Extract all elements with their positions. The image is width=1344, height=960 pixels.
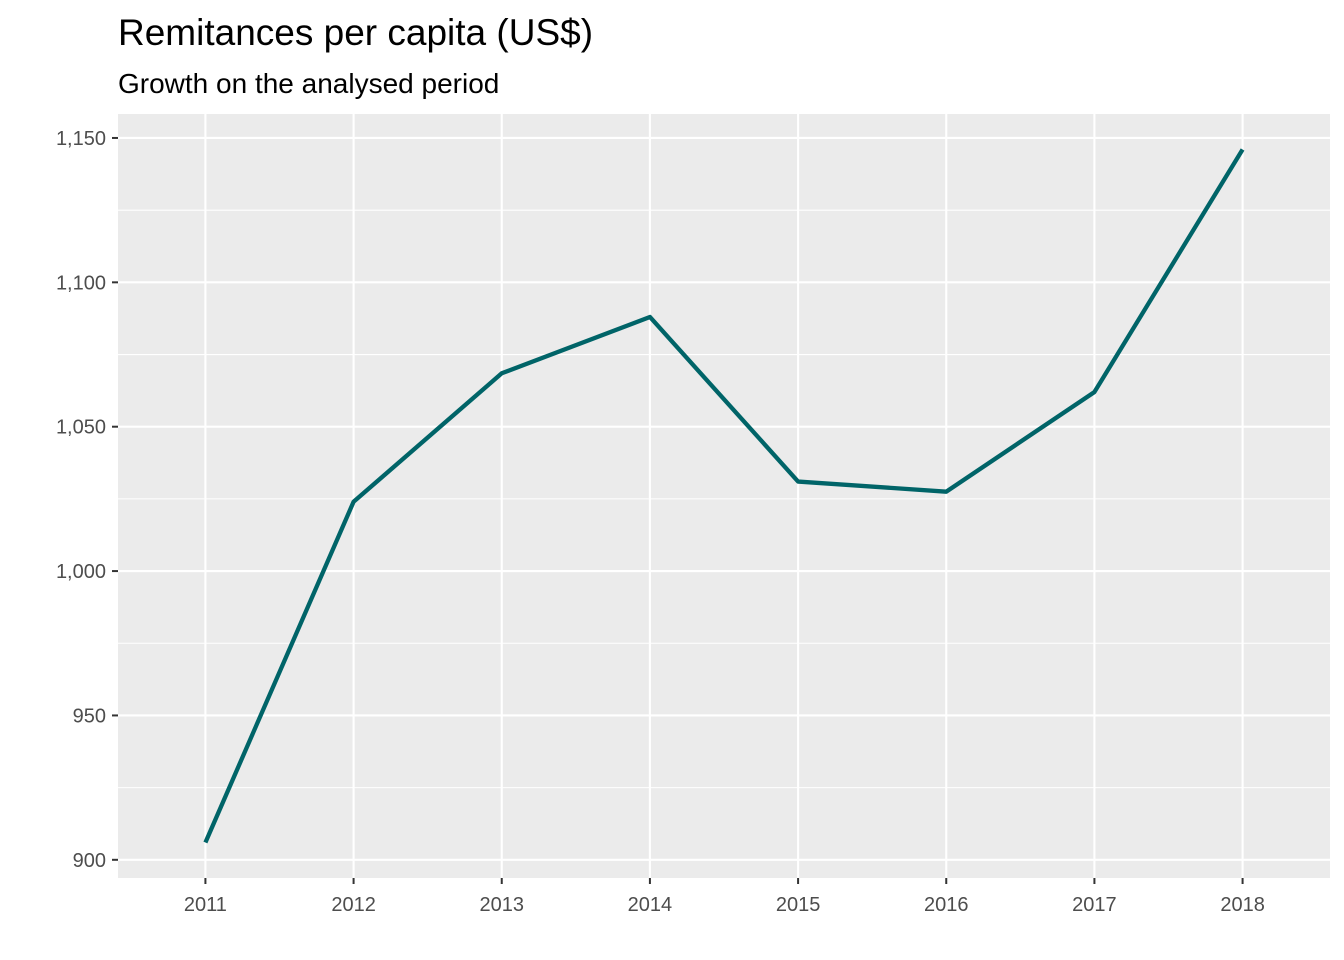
- chart-subtitle: Growth on the analysed period: [118, 68, 500, 99]
- y-tick-label: 1,050: [56, 417, 106, 439]
- x-tick-label: 2011: [184, 894, 227, 916]
- minor-gridlines: [118, 209, 1330, 789]
- series-layer: [203, 148, 1245, 844]
- y-tick-label: 1,100: [56, 272, 106, 294]
- x-tick-label: 2017: [1072, 894, 1117, 916]
- axis-ticks: [112, 136, 1244, 884]
- y-axis-tick-labels: 900 950 1,000 1,050 1,100 1,150: [56, 128, 106, 872]
- x-axis-tick-labels: 2011 2012 2013 2014 2015 2016 2017 2018: [184, 894, 1265, 916]
- y-tick-label: 1,000: [56, 561, 106, 583]
- chart-title: Remitances per capita (US$): [118, 12, 594, 53]
- x-tick-label: 2015: [776, 894, 821, 916]
- series-line-0: [203, 148, 1245, 844]
- x-tick-label: 2014: [628, 894, 673, 916]
- y-tick-label: 1,150: [56, 128, 106, 150]
- x-tick-label: 2012: [331, 894, 376, 916]
- y-tick-label: 900: [73, 850, 106, 872]
- x-tick-label: 2016: [924, 894, 969, 916]
- x-tick-label: 2018: [1220, 894, 1265, 916]
- major-gridlines: [118, 114, 1330, 878]
- plot-panel: [118, 114, 1330, 878]
- x-tick-label: 2013: [480, 894, 525, 916]
- y-tick-label: 950: [73, 705, 106, 727]
